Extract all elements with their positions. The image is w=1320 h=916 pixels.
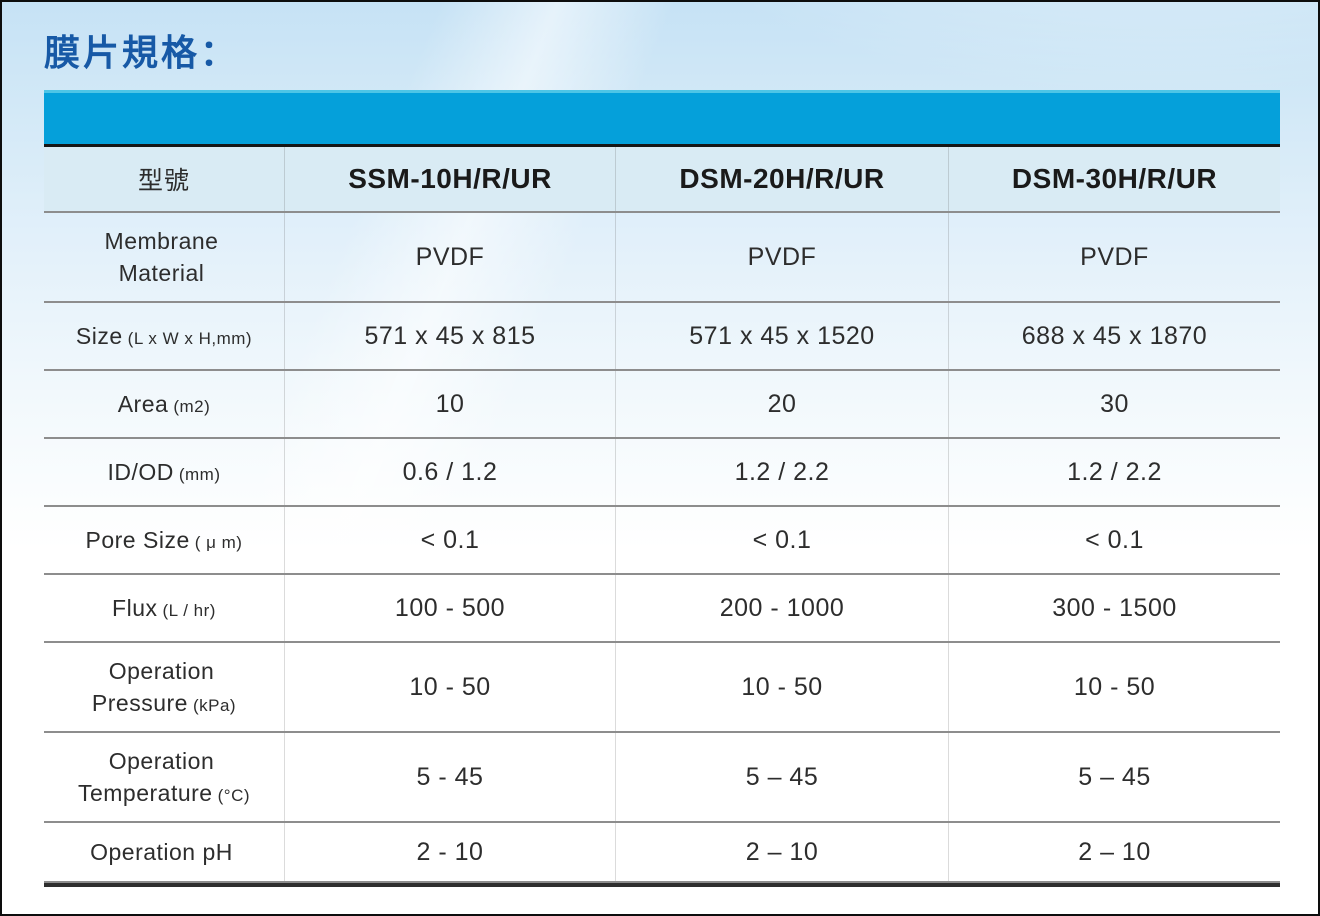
cell-value: 5 – 45: [615, 733, 948, 821]
table-row-area: Area (m2) 10 20 30: [44, 371, 1280, 439]
cell-value: 20: [615, 371, 948, 437]
table-header-row: 型號 SSM-10H/R/UR DSM-20H/R/UR DSM-30H/R/U…: [44, 147, 1280, 213]
table-accent-bar: [44, 90, 1280, 144]
cell-value: 10 - 50: [948, 643, 1280, 731]
column-header-dsm20: DSM-20H/R/UR: [615, 147, 948, 211]
cell-value: 10: [284, 371, 615, 437]
column-header-ssm10: SSM-10H/R/UR: [284, 147, 615, 211]
cell-value: < 0.1: [615, 507, 948, 573]
cell-value: PVDF: [948, 213, 1280, 301]
row-label: Operation pH: [90, 838, 233, 865]
row-label: Operation Temperature (°C): [77, 747, 251, 806]
column-header-dsm30: DSM-30H/R/UR: [948, 147, 1280, 211]
cell-value: 2 – 10: [948, 823, 1280, 881]
table-row-operation-pressure: Operation Pressure (kPa) 10 - 50 10 - 50 …: [44, 643, 1280, 733]
table-bottom-border: [44, 883, 1280, 887]
cell-value: 688 x 45 x 1870: [948, 303, 1280, 369]
table-row-operation-ph: Operation pH 2 - 10 2 – 10 2 – 10: [44, 823, 1280, 883]
cell-value: 571 x 45 x 815: [284, 303, 615, 369]
cell-value: 571 x 45 x 1520: [615, 303, 948, 369]
accent-bar-divider: [44, 144, 1280, 147]
cell-value: 5 – 45: [948, 733, 1280, 821]
table-row-operation-temperature: Operation Temperature (°C) 5 - 45 5 – 45 …: [44, 733, 1280, 823]
cell-value: < 0.1: [284, 507, 615, 573]
row-label: ID/OD (mm): [107, 458, 221, 485]
cell-value: 5 - 45: [284, 733, 615, 821]
table-row-flux: Flux (L / hr) 100 - 500 200 - 1000 300 - …: [44, 575, 1280, 643]
cell-value: 30: [948, 371, 1280, 437]
cell-value: 200 - 1000: [615, 575, 948, 641]
row-label: Area (m2): [117, 390, 211, 417]
table-row-pore-size: Pore Size( μ m) < 0.1 < 0.1 < 0.1: [44, 507, 1280, 575]
cell-value: 1.2 / 2.2: [615, 439, 948, 505]
cell-value: 2 – 10: [615, 823, 948, 881]
spec-table: 型號 SSM-10H/R/UR DSM-20H/R/UR DSM-30H/R/U…: [44, 90, 1280, 887]
table-row-membrane-material: Membrane Material PVDF PVDF PVDF: [44, 213, 1280, 303]
row-label: Operation Pressure (kPa): [91, 657, 237, 716]
table-row-id-od: ID/OD (mm) 0.6 / 1.2 1.2 / 2.2 1.2 / 2.2: [44, 439, 1280, 507]
table-row-size: Size (L x W x H,mm) 571 x 45 x 815 571 x …: [44, 303, 1280, 371]
cell-value: 10 - 50: [615, 643, 948, 731]
cell-value: 1.2 / 2.2: [948, 439, 1280, 505]
cell-value: 2 - 10: [284, 823, 615, 881]
cell-value: 10 - 50: [284, 643, 615, 731]
cell-value: < 0.1: [948, 507, 1280, 573]
page-title: 膜片規格：: [44, 32, 240, 73]
cell-value: 0.6 / 1.2: [284, 439, 615, 505]
cell-value: PVDF: [284, 213, 615, 301]
column-header-model-label: 型號: [137, 167, 190, 195]
row-label: Membrane Material: [104, 227, 219, 286]
cell-value: 300 - 1500: [948, 575, 1280, 641]
row-label: Flux (L / hr): [112, 594, 216, 621]
row-label: Pore Size( μ m): [85, 526, 243, 553]
row-label: Size (L x W x H,mm): [75, 322, 253, 349]
cell-value: PVDF: [615, 213, 948, 301]
cell-value: 100 - 500: [284, 575, 615, 641]
